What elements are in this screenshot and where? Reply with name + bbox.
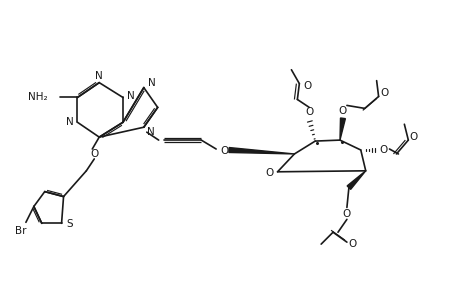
Text: O: O [219, 146, 228, 156]
Text: N: N [146, 127, 154, 137]
Polygon shape [229, 148, 294, 154]
Text: NH₂: NH₂ [28, 92, 48, 103]
Text: O: O [265, 168, 273, 178]
Text: O: O [408, 132, 416, 142]
Text: N: N [95, 71, 103, 81]
Text: O: O [304, 107, 313, 117]
Text: Br: Br [15, 226, 27, 236]
Text: N: N [66, 117, 73, 127]
Polygon shape [347, 171, 365, 189]
Text: O: O [380, 88, 388, 98]
Text: O: O [338, 106, 346, 116]
Text: O: O [342, 209, 350, 219]
Text: O: O [302, 81, 311, 91]
Text: N: N [147, 78, 155, 88]
Polygon shape [339, 118, 345, 140]
Text: O: O [90, 149, 98, 159]
Text: N: N [127, 91, 134, 100]
Text: O: O [348, 239, 356, 249]
Text: O: O [379, 145, 387, 155]
Text: S: S [66, 219, 73, 229]
